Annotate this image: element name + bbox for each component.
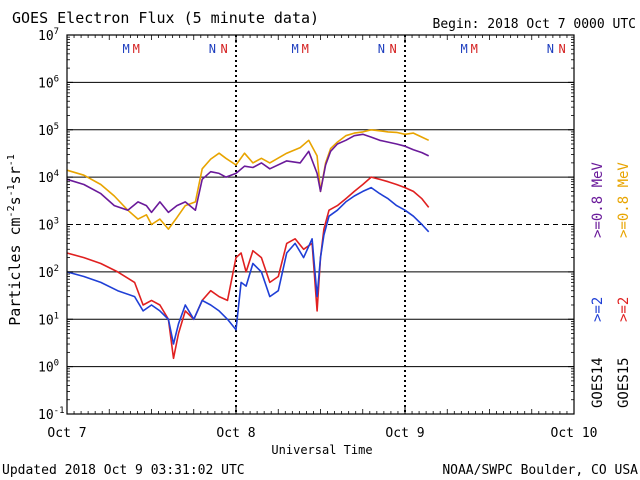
y-tick-label-7: 100 bbox=[38, 359, 59, 376]
x-tick-label-3: Oct 10 bbox=[551, 426, 598, 441]
orbit-marker-7: N bbox=[390, 42, 397, 56]
begin-label: Begin: 2018 Oct 7 0000 UTC bbox=[433, 17, 637, 32]
x-tick-label-2: Oct 9 bbox=[385, 426, 424, 441]
chart-title: GOES Electron Flux (5 minute data) bbox=[12, 9, 319, 27]
y-label-part-1: -2 bbox=[6, 205, 17, 217]
y-label-part-4: sr bbox=[6, 166, 24, 184]
orbit-marker-2: N bbox=[209, 42, 216, 56]
x-tick-label-0: Oct 7 bbox=[47, 426, 86, 441]
x-axis: Oct 7 Oct 8 Oct 9 Oct 10 bbox=[47, 35, 597, 441]
y-axis: 107 106 105 104 103 102 101 100 10-1 bbox=[38, 27, 574, 423]
y-tick-label-1: 106 bbox=[38, 74, 59, 91]
orbit-marker-3: N bbox=[221, 42, 228, 56]
legend-item-1-1: >=0.8 MeV bbox=[616, 162, 632, 238]
orbit-marker-0: M bbox=[123, 42, 130, 56]
y-tick-label-8: 10-1 bbox=[38, 406, 65, 423]
orbit-marker-11: N bbox=[559, 42, 566, 56]
series-line-0 bbox=[66, 129, 430, 230]
y-tick-label-6: 101 bbox=[38, 311, 59, 328]
orbit-marker-1: M bbox=[133, 42, 140, 56]
series-lines bbox=[66, 129, 430, 360]
grid-lines bbox=[67, 81, 574, 368]
credit-label: NOAA/SWPC Boulder, CO USA bbox=[442, 463, 638, 478]
y-tick-label-4: 103 bbox=[38, 217, 59, 234]
orbit-marker-5: M bbox=[302, 42, 309, 56]
orbit-marker-8: M bbox=[461, 42, 468, 56]
legend: GOES14 >=2 >=0.8 MeV GOES15 >=2 >=0.8 MeV bbox=[590, 162, 632, 408]
y-label-part-0: Particles cm bbox=[6, 217, 24, 325]
y-label-part-2: s bbox=[6, 196, 24, 205]
orbit-marker-9: M bbox=[471, 42, 478, 56]
series-line-3 bbox=[66, 186, 430, 345]
series-line-1 bbox=[66, 133, 430, 214]
legend-item-1-0: >=2 bbox=[616, 297, 632, 322]
y-tick-label-5: 102 bbox=[38, 264, 59, 281]
y-label-part-3: -1 bbox=[6, 184, 17, 196]
orbit-marker-6: N bbox=[378, 42, 385, 56]
y-tick-label-3: 104 bbox=[38, 169, 59, 186]
series-line-2 bbox=[66, 176, 430, 360]
legend-item-0-0: >=2 bbox=[590, 297, 606, 322]
orbit-marker-4: M bbox=[292, 42, 299, 56]
y-axis-label: Particles cm-2s-1sr-1 bbox=[6, 154, 24, 326]
legend-item-0-1: >=0.8 MeV bbox=[590, 162, 606, 238]
orbit-marker-10: N bbox=[547, 42, 554, 56]
legend-satellite-1: GOES15 bbox=[616, 357, 632, 408]
y-tick-label-0: 107 bbox=[38, 27, 59, 44]
y-tick-label-2: 105 bbox=[38, 122, 59, 139]
legend-satellite-0: GOES14 bbox=[590, 357, 606, 408]
x-tick-label-1: Oct 8 bbox=[216, 426, 255, 441]
x-axis-label: Universal Time bbox=[271, 443, 372, 457]
day-markers bbox=[235, 35, 406, 414]
y-label-part-5: -1 bbox=[6, 154, 17, 166]
updated-timestamp: Updated 2018 Oct 9 03:31:02 UTC bbox=[2, 463, 245, 478]
